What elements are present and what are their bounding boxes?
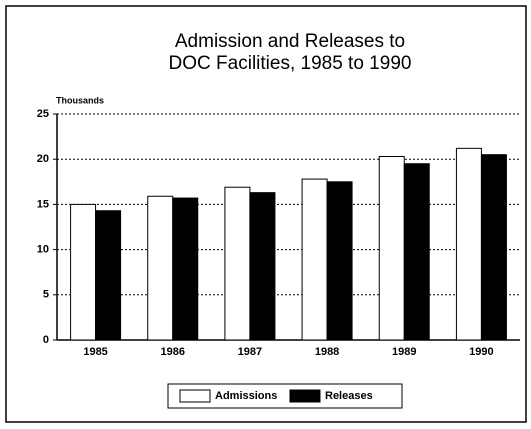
bar [70,203,97,341]
bar [455,147,482,341]
bar [326,181,353,341]
legend-box [167,383,403,409]
bar [172,197,199,341]
bar [378,155,405,341]
bar [224,186,251,341]
x-tick-label: 1985 [83,346,107,358]
bar [403,163,430,341]
chart-title: Admission and Releases to [175,31,405,52]
chart-title: DOC Facilities, 1985 to 1990 [169,53,412,74]
bar [301,178,328,341]
legend-swatch [289,389,321,403]
x-tick-label: 1989 [392,346,416,358]
frame [5,5,527,423]
x-tick-label: 1990 [469,346,493,358]
legend-label: Admissions [215,390,277,402]
y-tick-label: 5 [43,289,49,301]
legend-swatch [179,389,211,403]
legend-label: Releases [325,390,373,402]
x-tick-label: 1988 [315,346,339,358]
bar [147,195,174,341]
x-tick-label: 1987 [238,346,262,358]
bar [480,154,507,341]
y-axis-label: Thousands [56,95,104,105]
y-tick-label: 15 [37,198,49,210]
y-tick-label: 25 [37,108,49,120]
x-tick-label: 1986 [161,346,185,358]
y-tick-label: 20 [37,153,49,165]
y-tick-label: 10 [37,244,49,256]
bar [95,210,122,341]
bar [249,192,276,341]
y-tick-label: 0 [43,334,49,346]
